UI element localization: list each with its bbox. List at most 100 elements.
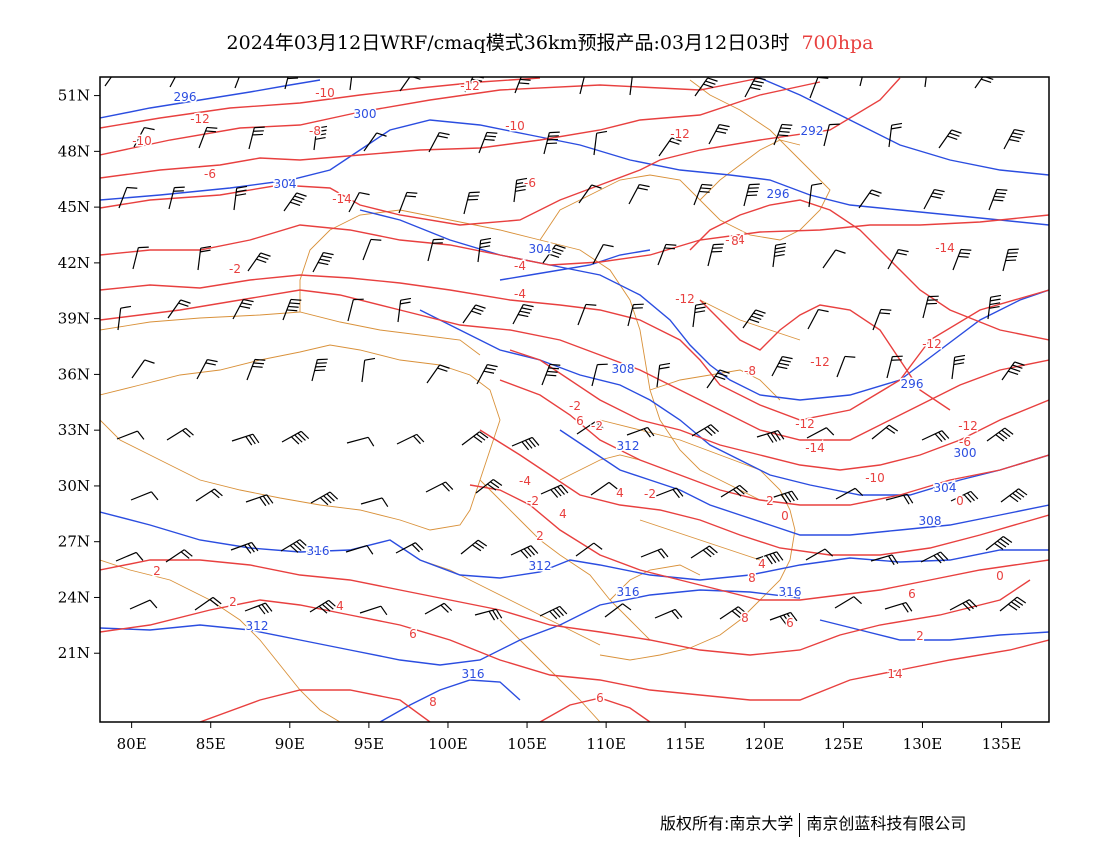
wind-barb (884, 601, 913, 613)
wind-barb (463, 191, 480, 215)
temperature-label: 8 (429, 695, 437, 709)
wind-barb (104, 77, 113, 87)
wind-barb (836, 355, 856, 378)
wind-barb (428, 131, 450, 153)
wind-barb (859, 77, 863, 87)
province-border (559, 454, 641, 481)
wind-barb (806, 427, 835, 439)
wind-barb (772, 242, 787, 268)
height-label: 308 (612, 362, 635, 376)
height-label: 308 (919, 514, 942, 528)
y-tick-label: 39N (58, 310, 90, 328)
temperature-label: -4 (519, 474, 531, 488)
temperature-label: 6 (786, 616, 794, 630)
height-label: 296 (767, 187, 790, 201)
province-border (100, 311, 481, 356)
wind-barb (655, 487, 684, 499)
wind-barb (346, 436, 375, 447)
province-border (399, 209, 761, 501)
wind-barb (363, 132, 387, 152)
temperature-label: 2 (536, 529, 544, 543)
temperature-label: 4 (616, 486, 624, 500)
height-label: 292 (801, 124, 824, 138)
wind-barb (1001, 361, 1025, 381)
province-border (609, 564, 701, 601)
chart-title: 2024年03月12日WRF/cmaq模式36km预报产品:03月12日03时 7… (0, 28, 1100, 55)
province-border (599, 419, 796, 661)
temperature-label: -8 (744, 364, 756, 378)
province-border (100, 344, 501, 531)
height-label: 304 (934, 481, 957, 495)
wind-barb (658, 137, 682, 157)
temperature-label: -12 (190, 112, 210, 126)
y-tick-label: 33N (58, 421, 90, 439)
wind-barb (511, 436, 540, 451)
x-tick-label: 105E (507, 735, 547, 753)
wind-barb (475, 478, 503, 494)
height-label: 316 (462, 667, 485, 681)
wind-barb (362, 238, 382, 261)
height-label: 312 (246, 619, 269, 633)
wind-barb (232, 298, 254, 320)
temperature-label: 0 (781, 509, 789, 523)
height-contour (100, 119, 1049, 226)
wind-barb (593, 130, 608, 156)
wind-barb (640, 548, 669, 559)
wind-barb (742, 309, 766, 329)
temperature-contour (100, 214, 1049, 266)
wind-barb (988, 188, 1008, 211)
wind-barb (999, 596, 1027, 612)
temperature-contour (539, 697, 651, 722)
wind-barb (539, 605, 568, 620)
wind-barb (245, 494, 274, 507)
wind-barb (835, 487, 864, 500)
temperature-label: -2 (591, 419, 603, 433)
wind-barb (629, 77, 636, 96)
wind-barb (360, 497, 389, 508)
y-tick-label: 42N (58, 254, 90, 272)
y-tick-label: 36N (58, 365, 90, 383)
temperature-label: 6 (596, 691, 604, 705)
temperature-label: -14 (805, 441, 825, 455)
wind-barb (809, 77, 829, 99)
wind-barb (281, 430, 310, 445)
copyright-owner: 版权所有:南京大学 (660, 814, 794, 833)
wind-barb (951, 354, 966, 380)
wind-barb (720, 484, 748, 498)
wind-barb (460, 539, 488, 555)
wind-barb (920, 551, 949, 564)
wind-barb (807, 308, 829, 330)
height-contour (379, 679, 521, 722)
x-tick-label: 95E (354, 735, 384, 753)
y-tick-label: 21N (58, 644, 90, 662)
wind-barb (198, 126, 218, 149)
height-label: 316 (779, 585, 802, 599)
wind-barb (949, 599, 978, 612)
height-contour (419, 309, 1049, 496)
temperature-contour (509, 349, 1049, 471)
temperature-label: -2 (569, 399, 581, 413)
wind-barb (985, 535, 1013, 551)
wind-barb (693, 183, 713, 206)
wind-barb (888, 122, 903, 148)
temperature-label: -12 (810, 355, 830, 369)
wind-barb (626, 426, 655, 438)
wind-barb (197, 245, 212, 271)
temperature-contour (469, 484, 1049, 601)
copyright-footer: 版权所有:南京大学 南京创蓝科技有限公司 (660, 810, 966, 837)
wind-barb (770, 490, 799, 504)
wind-barb (938, 129, 962, 149)
x-tick-label: 115E (665, 735, 705, 753)
temperature-label: -12 (670, 127, 690, 141)
wind-barb (132, 246, 149, 270)
wind-barb (282, 298, 302, 321)
wind-barb (231, 433, 260, 446)
height-contour (759, 77, 1049, 176)
wind-barb (541, 363, 561, 386)
temperature-label: 2 (153, 564, 161, 578)
temperature-label: 8 (731, 234, 739, 248)
wind-barb (284, 77, 299, 90)
wind-barb (118, 186, 138, 209)
wind-barb (924, 77, 927, 88)
height-label: 316 (307, 544, 330, 558)
